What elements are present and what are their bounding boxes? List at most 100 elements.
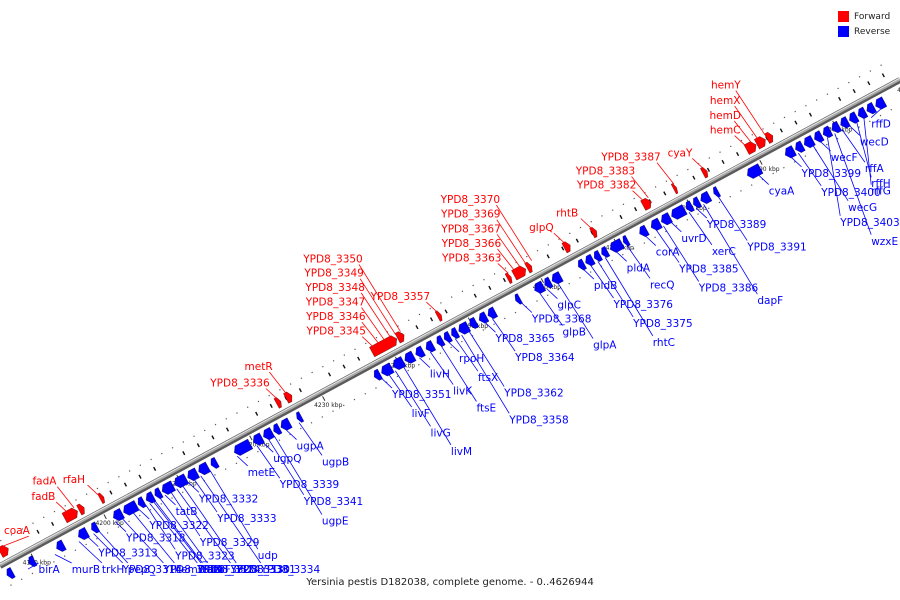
forward-guide-dots: [0, 60, 890, 542]
scale-tick-label: 4230 kbp: [314, 402, 342, 409]
backbone-line: [0, 77, 900, 567]
reverse-gene: [174, 473, 190, 489]
gene-label-ypd8-3330: YPD8_3330: [229, 564, 289, 576]
gene-label-ypd8-3376: YPD8_3376: [613, 299, 674, 311]
reverse-label-leader: [790, 156, 802, 168]
forward-label-leader: [360, 292, 391, 338]
minor-tick: [881, 73, 885, 78]
reverse-gene: [857, 106, 869, 119]
reverse-gene: [866, 101, 877, 115]
reverse-label-leader: [154, 500, 203, 564]
minor-tick: [196, 443, 200, 448]
minor-tick: [852, 88, 856, 94]
reverse-gene: [296, 411, 305, 423]
minor-tick: [429, 317, 434, 322]
minor-tick: [692, 175, 696, 180]
forward-gene: [743, 141, 757, 155]
reverse-gene: [253, 432, 265, 446]
scale-tick: [540, 278, 544, 283]
reverse-label-leader: [149, 503, 198, 564]
forward-label-leader: [361, 307, 385, 341]
legend-item-forward: Forward: [838, 9, 890, 24]
reverse-label-leader: [461, 334, 510, 414]
reverse-gene: [650, 217, 663, 231]
reverse-gene: [451, 327, 461, 339]
minor-tick: [211, 435, 215, 440]
reverse-label-leader: [597, 261, 634, 318]
gene-label-ypd8-3364: YPD8_3364: [514, 352, 575, 364]
gene-label-ypd8-3358: YPD8_3358: [508, 414, 568, 426]
forward-label-leader: [269, 371, 287, 394]
gene-label-hemd: hemD: [709, 110, 740, 122]
reverse-gene: [661, 212, 673, 226]
gene-label-recq: recQ: [650, 279, 675, 291]
forward-gene: [504, 272, 513, 284]
forward-label-leader: [496, 204, 533, 261]
minor-tick: [546, 254, 550, 259]
gene-label-ypd8-3400: YPD8_3400: [820, 187, 880, 199]
forward-label-leader: [734, 135, 746, 146]
minor-tick: [663, 191, 667, 196]
gene-label-ypd8-3318: YPD8_3318: [125, 533, 185, 545]
reverse-gene: [280, 417, 293, 431]
reverse-label-leader: [298, 422, 323, 456]
minor-tick: [706, 167, 711, 172]
reverse-label-leader: [27, 562, 39, 570]
scale-tick: [322, 396, 326, 402]
reverse-gene: [56, 539, 67, 552]
reverse-gene: [671, 204, 688, 220]
gene-label-ypd8-3346: YPD8_3346: [305, 311, 366, 323]
forward-label-leader: [265, 388, 277, 399]
reverse-gene: [263, 427, 276, 441]
gene-label-ugpq: ugpQ: [273, 453, 301, 465]
minor-tick: [342, 364, 346, 369]
gene-label-pepq: pepQ: [128, 564, 156, 576]
gene-label-ypd8-3389: YPD8_3389: [706, 219, 766, 231]
reverse-gene: [551, 271, 564, 285]
reverse-label-leader: [429, 351, 454, 385]
reverse-gene: [713, 186, 722, 198]
reverse-gene: [639, 224, 650, 237]
gene-label-livm: livM: [451, 446, 472, 458]
forward-label-leader: [3, 535, 29, 547]
reverse-label-leader: [812, 145, 849, 202]
backbone-highlight: [0, 77, 900, 565]
reverse-label-leader: [468, 330, 505, 387]
reverse-label-leader: [193, 479, 218, 513]
reverse-label-leader: [717, 196, 748, 241]
minor-tick: [357, 356, 361, 361]
reverse-gene: [534, 280, 547, 294]
forward-gene: [511, 265, 526, 281]
reverse-gene: [374, 368, 383, 381]
minor-tick: [51, 521, 55, 527]
minor-tick: [634, 207, 638, 212]
reverse-gene: [469, 316, 480, 329]
reverse-gene: [514, 293, 523, 305]
reverse-label-leader: [93, 533, 123, 564]
scale-tick: [103, 514, 107, 520]
forward-swatch-icon: [838, 11, 849, 22]
reverse-label-leader: [78, 541, 103, 564]
reverse-gene: [804, 135, 816, 149]
gene-label-ypd8-3367: YPD8_3367: [440, 223, 500, 235]
minor-tick: [225, 427, 230, 432]
reverse-label-leader: [670, 221, 682, 233]
minor-tick: [109, 490, 113, 495]
reverse-gene: [700, 190, 713, 204]
gene-label-wecg: wecG: [848, 202, 877, 214]
gene-label-fadb: fadB: [31, 491, 55, 503]
gene-label-ftse: ftsE: [476, 403, 496, 415]
reverse-label-leader: [827, 137, 841, 216]
reverse-label-leader: [834, 133, 872, 235]
forward-label-leader: [55, 501, 68, 513]
reverse-gene: [622, 234, 631, 247]
reverse-gene: [6, 567, 16, 579]
reverse-gene: [161, 480, 176, 495]
reverse-label-leader: [663, 225, 700, 282]
reverse-gene: [154, 487, 164, 500]
gene-label-trkh: trkH: [102, 564, 124, 576]
reverse-label-leader: [182, 485, 237, 564]
reverse-gene: [123, 500, 140, 516]
gene-label-ypd8-3334: YPD8_3334: [260, 564, 321, 576]
